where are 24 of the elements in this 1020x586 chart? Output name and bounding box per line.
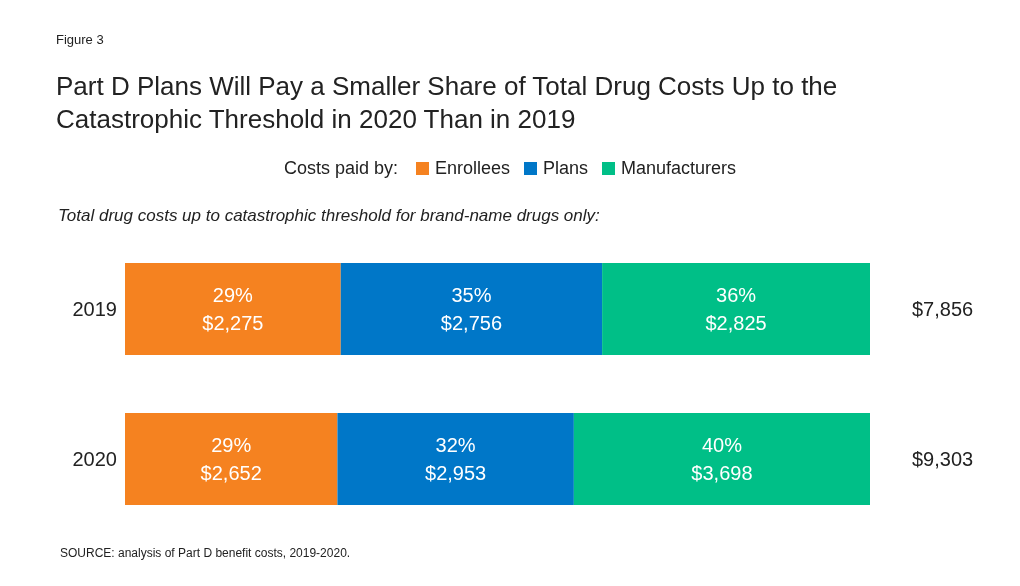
caption: Figure 3	[56, 32, 104, 47]
bar	[340, 263, 603, 355]
legend-label: Manufacturers	[620, 158, 737, 179]
legend-label: Plans	[542, 158, 589, 179]
legend-title: Costs paid by:	[283, 158, 398, 179]
source-note: SOURCE: analysis of Part D benefit costs, 2019-2020.	[60, 546, 351, 560]
text: $9,303	[912, 448, 974, 470]
data-label: 29% $2,652	[200, 434, 262, 484]
y-tick-label: 2019	[72, 298, 117, 321]
y-tick-label: 2020	[72, 448, 117, 471]
data-label: 40% $3,698	[691, 434, 753, 484]
bar	[573, 413, 870, 505]
text: $7,856	[912, 298, 974, 320]
bar	[125, 263, 341, 355]
data-label: 29% $2,275	[202, 284, 264, 334]
data-label: 36% $2,825	[705, 284, 767, 334]
chart-title: Part D Plans Will Pay a Smaller Share of Total Drug Costs Up to the Catastrophic Threshold in 2020 Than in 2019	[56, 70, 839, 136]
chart-subtitle: Total drug costs up to catastrophic threshold for brand-name drugs only:	[58, 206, 600, 226]
bar	[337, 413, 574, 505]
data-label: 32% $2,953	[425, 434, 487, 484]
legend-label: Enrollees	[433, 158, 510, 179]
bar	[125, 413, 338, 505]
bar	[602, 263, 870, 355]
data-label: 35% $2,756	[440, 284, 503, 334]
